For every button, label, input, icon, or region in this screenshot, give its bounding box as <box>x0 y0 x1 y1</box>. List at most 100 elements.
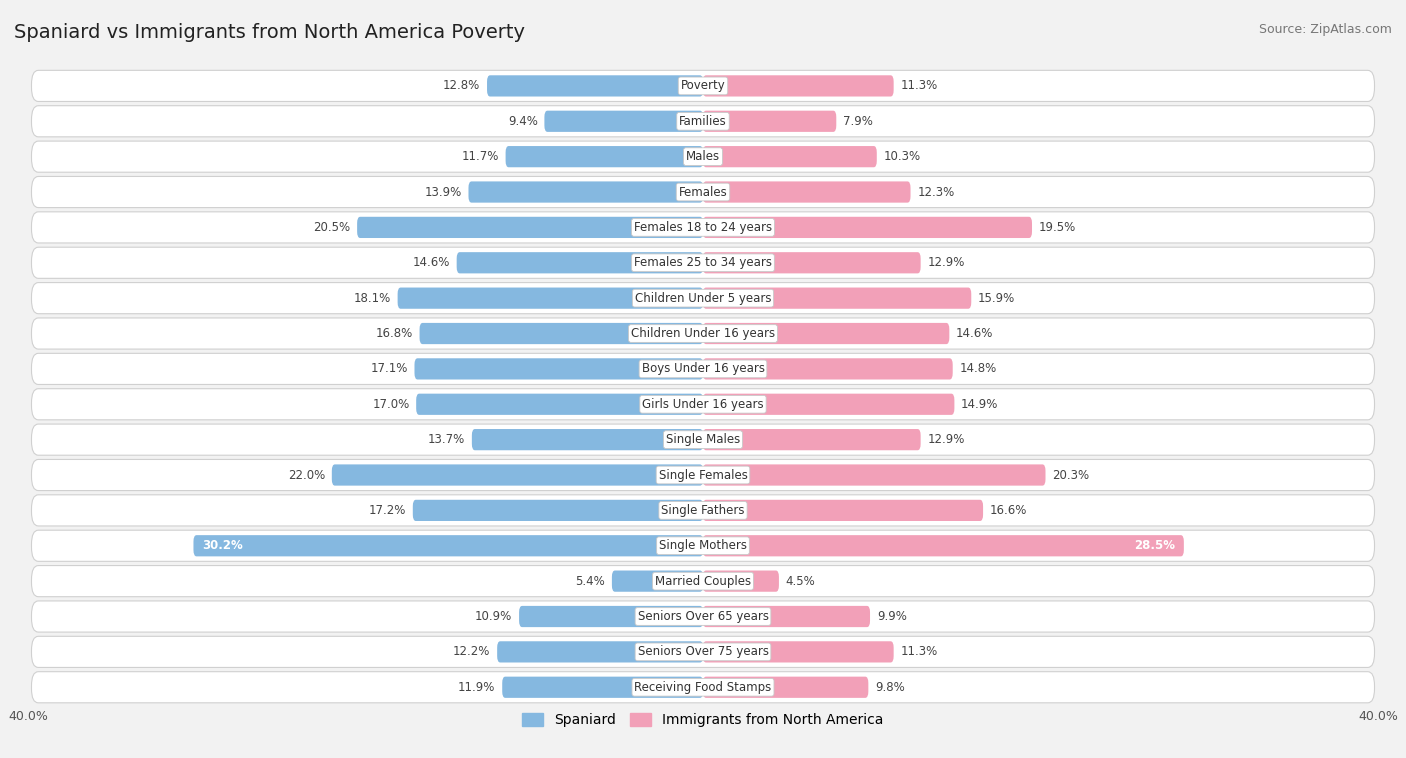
Text: 11.7%: 11.7% <box>461 150 499 163</box>
FancyBboxPatch shape <box>31 353 1375 384</box>
Text: Poverty: Poverty <box>681 80 725 92</box>
Text: 11.9%: 11.9% <box>458 681 495 694</box>
FancyBboxPatch shape <box>703 146 877 168</box>
FancyBboxPatch shape <box>31 495 1375 526</box>
Legend: Spaniard, Immigrants from North America: Spaniard, Immigrants from North America <box>517 708 889 733</box>
FancyBboxPatch shape <box>415 359 703 380</box>
FancyBboxPatch shape <box>332 465 703 486</box>
FancyBboxPatch shape <box>703 677 869 698</box>
FancyBboxPatch shape <box>703 111 837 132</box>
FancyBboxPatch shape <box>498 641 703 662</box>
Text: 7.9%: 7.9% <box>844 114 873 128</box>
FancyBboxPatch shape <box>703 465 1046 486</box>
FancyBboxPatch shape <box>357 217 703 238</box>
FancyBboxPatch shape <box>419 323 703 344</box>
FancyBboxPatch shape <box>703 359 953 380</box>
Text: 9.4%: 9.4% <box>508 114 537 128</box>
Text: Seniors Over 65 years: Seniors Over 65 years <box>637 610 769 623</box>
FancyBboxPatch shape <box>31 459 1375 490</box>
Text: Seniors Over 75 years: Seniors Over 75 years <box>637 645 769 659</box>
FancyBboxPatch shape <box>519 606 703 627</box>
Text: 19.5%: 19.5% <box>1039 221 1076 234</box>
Text: 12.9%: 12.9% <box>928 256 965 269</box>
Text: 14.6%: 14.6% <box>412 256 450 269</box>
FancyBboxPatch shape <box>31 601 1375 632</box>
Text: 14.8%: 14.8% <box>959 362 997 375</box>
FancyBboxPatch shape <box>457 252 703 274</box>
FancyBboxPatch shape <box>703 323 949 344</box>
Text: Children Under 5 years: Children Under 5 years <box>634 292 772 305</box>
FancyBboxPatch shape <box>31 565 1375 597</box>
Text: 20.3%: 20.3% <box>1052 468 1090 481</box>
Text: 17.2%: 17.2% <box>368 504 406 517</box>
Text: 11.3%: 11.3% <box>900 80 938 92</box>
FancyBboxPatch shape <box>31 141 1375 172</box>
FancyBboxPatch shape <box>31 318 1375 349</box>
FancyBboxPatch shape <box>31 283 1375 314</box>
Text: 13.7%: 13.7% <box>427 433 465 446</box>
Text: 17.0%: 17.0% <box>373 398 409 411</box>
Text: 10.3%: 10.3% <box>883 150 921 163</box>
Text: 9.9%: 9.9% <box>877 610 907 623</box>
Text: Females: Females <box>679 186 727 199</box>
FancyBboxPatch shape <box>703 75 894 96</box>
Text: 4.5%: 4.5% <box>786 575 815 587</box>
Text: Females 25 to 34 years: Females 25 to 34 years <box>634 256 772 269</box>
FancyBboxPatch shape <box>31 636 1375 668</box>
Text: 20.5%: 20.5% <box>314 221 350 234</box>
FancyBboxPatch shape <box>506 146 703 168</box>
FancyBboxPatch shape <box>31 211 1375 243</box>
FancyBboxPatch shape <box>31 672 1375 703</box>
Text: Single Males: Single Males <box>666 433 740 446</box>
FancyBboxPatch shape <box>31 389 1375 420</box>
FancyBboxPatch shape <box>703 500 983 521</box>
FancyBboxPatch shape <box>472 429 703 450</box>
FancyBboxPatch shape <box>703 217 1032 238</box>
FancyBboxPatch shape <box>31 247 1375 278</box>
FancyBboxPatch shape <box>703 606 870 627</box>
Text: 17.1%: 17.1% <box>370 362 408 375</box>
FancyBboxPatch shape <box>486 75 703 96</box>
FancyBboxPatch shape <box>31 70 1375 102</box>
FancyBboxPatch shape <box>703 393 955 415</box>
Text: 30.2%: 30.2% <box>202 539 243 553</box>
Text: Children Under 16 years: Children Under 16 years <box>631 327 775 340</box>
FancyBboxPatch shape <box>398 287 703 309</box>
Text: 28.5%: 28.5% <box>1135 539 1175 553</box>
FancyBboxPatch shape <box>31 177 1375 208</box>
Text: 12.3%: 12.3% <box>917 186 955 199</box>
Text: Receiving Food Stamps: Receiving Food Stamps <box>634 681 772 694</box>
FancyBboxPatch shape <box>502 677 703 698</box>
Text: 11.3%: 11.3% <box>900 645 938 659</box>
FancyBboxPatch shape <box>703 571 779 592</box>
FancyBboxPatch shape <box>703 429 921 450</box>
Text: 16.6%: 16.6% <box>990 504 1028 517</box>
Text: 12.2%: 12.2% <box>453 645 491 659</box>
FancyBboxPatch shape <box>468 181 703 202</box>
FancyBboxPatch shape <box>194 535 703 556</box>
Text: 22.0%: 22.0% <box>288 468 325 481</box>
Text: Married Couples: Married Couples <box>655 575 751 587</box>
Text: Single Females: Single Females <box>658 468 748 481</box>
Text: Girls Under 16 years: Girls Under 16 years <box>643 398 763 411</box>
Text: Females 18 to 24 years: Females 18 to 24 years <box>634 221 772 234</box>
Text: Spaniard vs Immigrants from North America Poverty: Spaniard vs Immigrants from North Americ… <box>14 23 524 42</box>
Text: 13.9%: 13.9% <box>425 186 461 199</box>
FancyBboxPatch shape <box>544 111 703 132</box>
Text: 14.9%: 14.9% <box>962 398 998 411</box>
Text: 14.6%: 14.6% <box>956 327 994 340</box>
Text: Single Mothers: Single Mothers <box>659 539 747 553</box>
Text: 5.4%: 5.4% <box>575 575 605 587</box>
Text: 12.9%: 12.9% <box>928 433 965 446</box>
FancyBboxPatch shape <box>31 424 1375 456</box>
Text: Families: Families <box>679 114 727 128</box>
Text: 15.9%: 15.9% <box>979 292 1015 305</box>
FancyBboxPatch shape <box>612 571 703 592</box>
Text: 18.1%: 18.1% <box>354 292 391 305</box>
FancyBboxPatch shape <box>416 393 703 415</box>
Text: 12.8%: 12.8% <box>443 80 481 92</box>
Text: 16.8%: 16.8% <box>375 327 413 340</box>
Text: Source: ZipAtlas.com: Source: ZipAtlas.com <box>1258 23 1392 36</box>
Text: Single Fathers: Single Fathers <box>661 504 745 517</box>
Text: Males: Males <box>686 150 720 163</box>
